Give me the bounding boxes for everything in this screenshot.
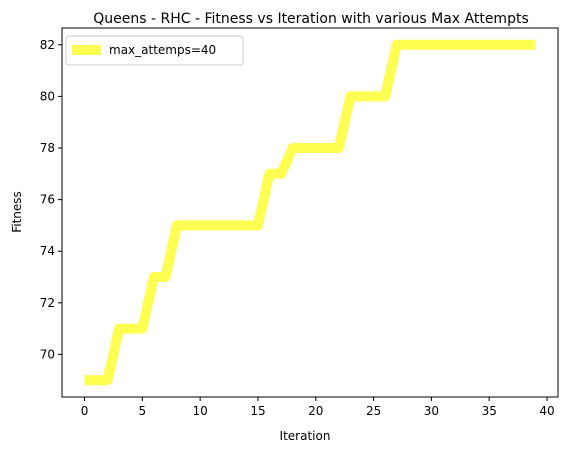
x-axis: 0 5 10 15 20 25 30 35 40	[81, 397, 555, 418]
y-tick-label: 82	[40, 38, 55, 52]
plot-area	[61, 27, 559, 398]
y-tick-label: 80	[40, 89, 55, 103]
series-layer	[84, 39, 536, 386]
plot-frame	[61, 27, 559, 398]
x-tick-label: 25	[366, 404, 381, 418]
x-tick-label: 10	[193, 404, 208, 418]
y-axis: 70 72 74 76 78 80 82	[40, 38, 62, 361]
legend-box	[65, 35, 244, 66]
x-tick-label: 30	[424, 404, 439, 418]
y-tick-label: 70	[40, 347, 55, 361]
x-tick-label: 5	[139, 404, 147, 418]
series-line	[84, 39, 536, 386]
x-tick-label: 40	[539, 404, 554, 418]
y-axis-label: Fitness	[10, 191, 24, 233]
x-tick-label: 0	[81, 404, 89, 418]
legend-label: max_attemps=40	[109, 43, 216, 57]
chart-title: Queens - RHC - Fitness vs Iteration with…	[93, 11, 529, 27]
y-tick-label: 74	[40, 244, 55, 258]
x-axis-label: Iteration	[280, 429, 331, 443]
x-tick-label: 35	[482, 404, 497, 418]
y-tick-label: 76	[40, 193, 55, 207]
legend: max_attemps=40	[65, 35, 244, 66]
y-tick-label: 78	[40, 141, 55, 155]
x-tick-label: 15	[250, 404, 265, 418]
y-tick-label: 72	[40, 296, 55, 310]
x-tick-label: 20	[308, 404, 323, 418]
